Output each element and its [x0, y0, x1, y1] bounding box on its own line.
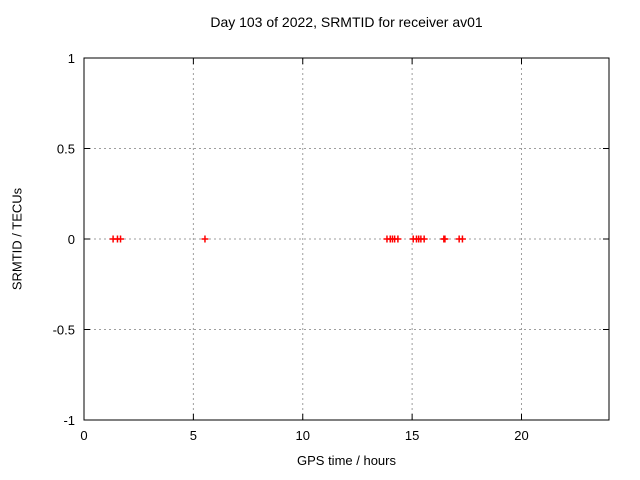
x-tick-label: 15 — [405, 428, 419, 443]
data-point-marker — [117, 235, 125, 243]
y-tick-label: 1 — [68, 51, 75, 66]
y-tick-label: -1 — [63, 413, 75, 428]
y-tick-label: 0 — [68, 232, 75, 247]
data-point-marker — [441, 235, 449, 243]
y-tick-label: -0.5 — [53, 323, 75, 338]
data-point-marker — [458, 235, 466, 243]
chart-title: Day 103 of 2022, SRMTID for receiver av0… — [210, 14, 483, 30]
data-point-marker — [201, 235, 209, 243]
x-tick-label: 20 — [514, 428, 528, 443]
x-tick-label: 10 — [296, 428, 310, 443]
x-axis-label: GPS time / hours — [297, 453, 396, 468]
y-tick-label: 0.5 — [57, 142, 75, 157]
data-point-marker — [394, 235, 402, 243]
data-point-marker — [420, 235, 428, 243]
x-tick-label: 0 — [80, 428, 87, 443]
x-tick-label: 5 — [190, 428, 197, 443]
